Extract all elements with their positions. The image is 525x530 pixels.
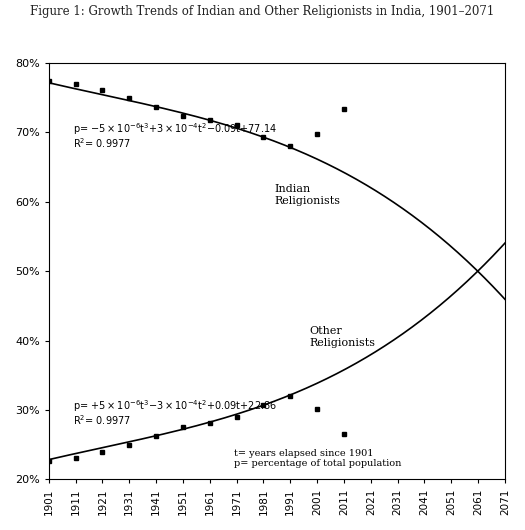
Text: Figure 1: Growth Trends of Indian and Other Religionists in India, 1901–2071: Figure 1: Growth Trends of Indian and Ot… (30, 5, 495, 19)
Text: p= percentage of total population: p= percentage of total population (234, 459, 401, 468)
Text: Other
Religionists: Other Religionists (309, 326, 375, 348)
Text: Indian
Religionists: Indian Religionists (274, 184, 340, 206)
Text: p= +$5\times10^{-6}$t$^3$$-3\times10^{-4}$t$^2$+0.09t+22.86: p= +$5\times10^{-6}$t$^3$$-3\times10^{-4… (73, 399, 277, 414)
Text: R$^2$= 0.9977: R$^2$= 0.9977 (73, 136, 131, 149)
Text: R$^2$= 0.9977: R$^2$= 0.9977 (73, 413, 131, 427)
Text: t= years elapsed since 1901: t= years elapsed since 1901 (234, 448, 373, 457)
Text: p= $-5\times10^{-6}$t$^3$+$3\times10^{-4}$t$^2$$-$0.09t+77.14: p= $-5\times10^{-6}$t$^3$+$3\times10^{-4… (73, 121, 277, 137)
